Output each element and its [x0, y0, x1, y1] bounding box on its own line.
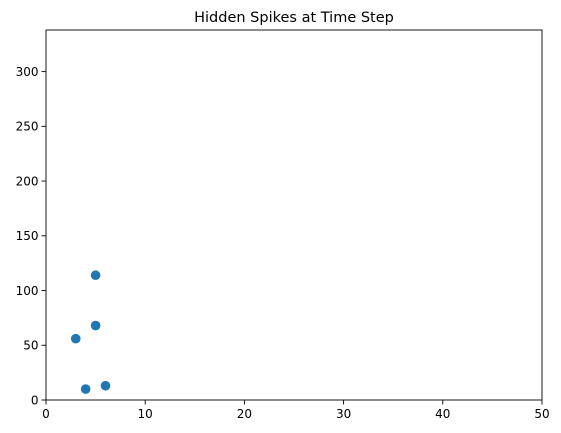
y-tick-label: 100 — [16, 284, 39, 298]
y-tick-label: 0 — [31, 393, 39, 407]
y-tick-label: 150 — [16, 229, 39, 243]
y-tick-label: 50 — [23, 339, 38, 353]
x-tick-label: 30 — [336, 407, 351, 421]
y-tick-label: 200 — [16, 174, 39, 188]
data-point — [70, 333, 81, 344]
x-tick-label: 40 — [435, 407, 450, 421]
data-points — [70, 270, 111, 394]
x-tick-label: 0 — [42, 407, 50, 421]
x-tick-label: 20 — [237, 407, 252, 421]
plot-area — [45, 29, 543, 401]
data-point — [80, 384, 91, 394]
x-tick-label: 10 — [138, 407, 153, 421]
y-tick-label: 300 — [16, 65, 39, 79]
x-axis: 0 10 20 30 40 50 — [42, 400, 550, 421]
data-point — [100, 380, 111, 391]
data-point — [90, 270, 101, 281]
data-point — [90, 320, 101, 331]
x-tick-label: 50 — [534, 407, 549, 421]
y-tick-label: 250 — [16, 120, 39, 134]
y-axis: 0 50 100 150 200 250 300 — [16, 65, 46, 407]
chart-title: Hidden Spikes at Time Step — [194, 10, 394, 26]
